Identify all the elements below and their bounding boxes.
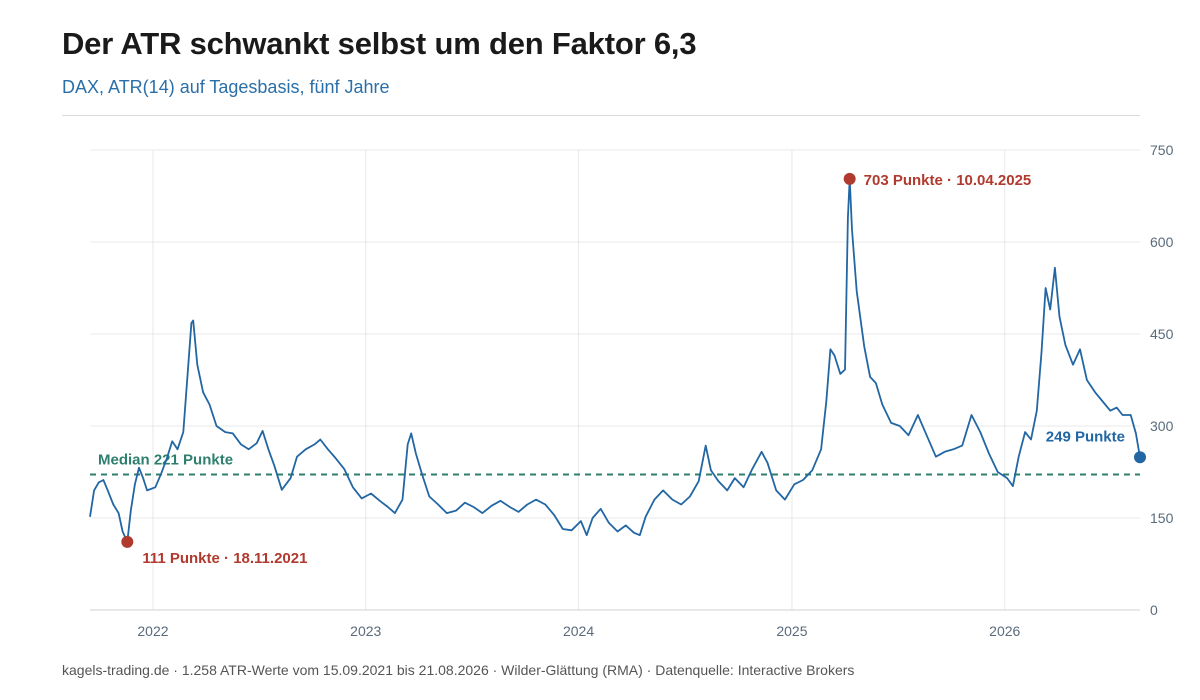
chart-subtitle: DAX, ATR(14) auf Tagesbasis, fünf Jahre — [62, 77, 390, 97]
y-tick-label: 450 — [1150, 326, 1174, 342]
marker-max — [843, 172, 856, 185]
tick-labels: 0 150 300 450 600 750 2022 2023 2024 2025 2026 — [137, 142, 1173, 639]
marker-last — [1134, 451, 1146, 464]
chart-title: Der ATR schwankt selbst um den Faktor 6,… — [62, 26, 697, 61]
label-max: 703 Punkte · 10.04.2025 — [864, 172, 1032, 189]
x-tick-label: 2022 — [137, 623, 168, 639]
label-last: 249 Punkte — [1046, 428, 1125, 445]
atr-line — [89, 177, 1141, 543]
label-min: 111 Punkte · 18.11.2021 — [142, 550, 307, 567]
title-divider — [62, 115, 1140, 116]
x-tick-label: 2024 — [563, 623, 594, 639]
grid — [90, 149, 1140, 611]
x-tick-label: 2025 — [776, 623, 807, 639]
y-tick-label: 750 — [1150, 142, 1174, 158]
annotations-group: 111 Punkte · 18.11.2021 703 Punkte · 10.0… — [121, 172, 1146, 567]
series-group — [89, 177, 1141, 543]
marker-min — [121, 535, 134, 548]
median-group: Median 221 Punkte — [90, 451, 1140, 476]
y-tick-label: 150 — [1150, 510, 1174, 526]
footer-source-note: kagels-trading.de · 1.258 ATR-Werte vom … — [62, 662, 855, 678]
x-tick-label: 2023 — [350, 623, 381, 639]
y-tick-label: 300 — [1150, 418, 1174, 434]
y-tick-label: 600 — [1150, 234, 1174, 250]
y-tick-label: 0 — [1150, 602, 1158, 618]
x-tick-label: 2026 — [989, 623, 1020, 639]
